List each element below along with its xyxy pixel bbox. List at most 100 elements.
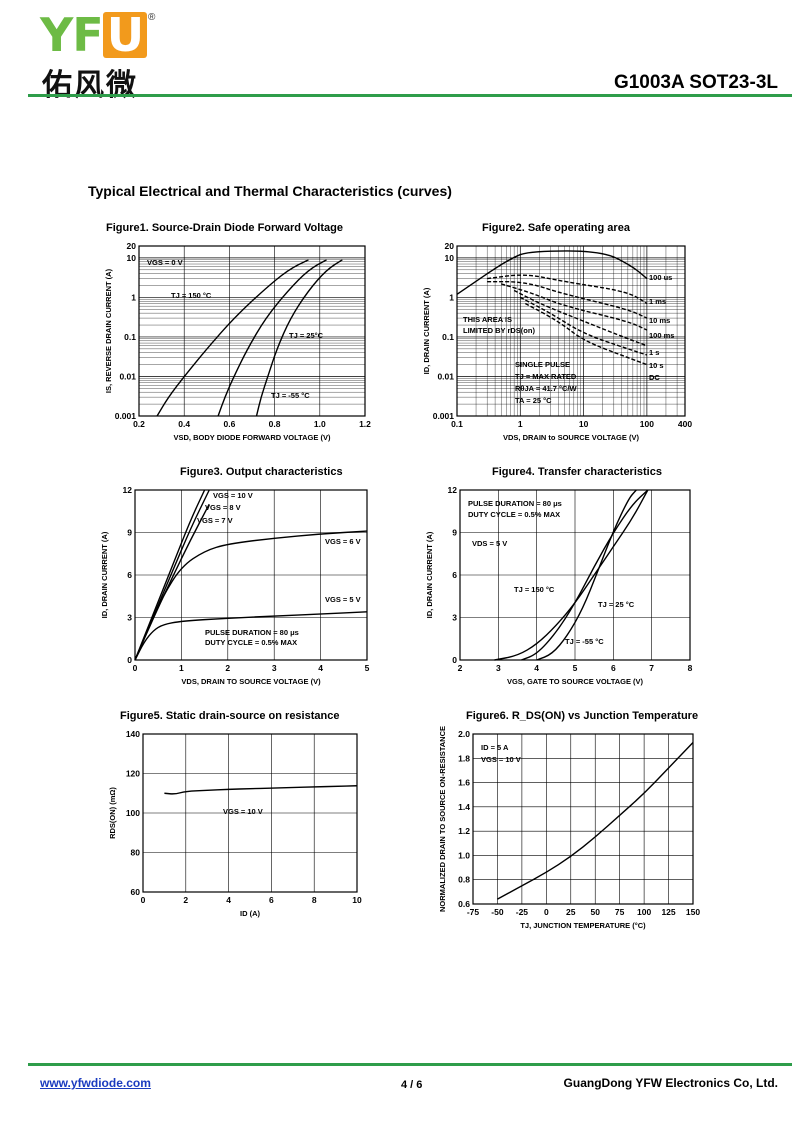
x-tick-label: 6 [269, 895, 274, 905]
page-number: 4 / 6 [401, 1079, 423, 1091]
y-tick-label: 20 [127, 241, 137, 251]
plot-frame [456, 245, 686, 417]
annotation: LIMITED BY rDS(on) [463, 326, 535, 335]
y-axis-label: ID, DRAIN CURRENT (A) [425, 531, 434, 618]
y-tick-label: 10 [445, 253, 455, 263]
fig4-title: Figure4. Transfer characteristics [492, 466, 662, 478]
x-tick-label: 6 [611, 663, 616, 673]
series-line-t-j-55-c [255, 259, 343, 417]
x-tick-label: 2 [458, 663, 463, 673]
x-tick-label: 0 [544, 907, 549, 917]
website-link[interactable]: www.yfwdiode.com [40, 1076, 151, 1090]
plot-frame [142, 733, 358, 893]
annotation: RθJA = 41.7 °C/W [515, 384, 578, 393]
x-tick-label: 1.0 [314, 419, 326, 429]
x-tick-label: -75 [467, 907, 480, 917]
x-tick-label: 75 [615, 907, 625, 917]
y-tick-label: 0.01 [437, 371, 454, 381]
x-tick-label: 1 [179, 663, 184, 673]
series-line-100-us [456, 250, 648, 295]
x-axis-label: TJ, JUNCTION TEMPERATURE (°C) [520, 921, 646, 930]
y-tick-label: 6 [452, 570, 457, 580]
y-tick-label: 0.8 [458, 875, 470, 885]
annotation: ID = 5 A [481, 743, 509, 752]
x-tick-label: 10 [352, 895, 362, 905]
y-axis-label: RDS(ON) (mΩ) [108, 787, 117, 839]
plot-frame [134, 489, 368, 661]
annotation: VGS = 10 V [223, 807, 263, 816]
series-label: 1 ms [649, 297, 666, 306]
annotation: DUTY CYCLE = 0.5% MAX [205, 638, 297, 647]
series-label: 100 us [649, 273, 672, 282]
fig6-chart: -75 -50 -25 0 25 50 75 100 125 150 0.6 0.8 1.0 1.2 1.4… [438, 726, 700, 930]
y-axis-label: NORMALIZED DRAIN TO SOURCE ON-RESISTANCE [438, 726, 447, 912]
x-tick-label: 4 [226, 895, 231, 905]
header-rule [28, 94, 792, 97]
x-tick-label: 0.2 [133, 419, 145, 429]
x-tick-label: 8 [688, 663, 693, 673]
x-tick-label: 7 [649, 663, 654, 673]
x-tick-label: 1 [518, 419, 523, 429]
plot-frame [138, 245, 366, 417]
annotation: THIS AREA IS [463, 315, 512, 324]
plot-frame [459, 489, 691, 661]
series-label: DC [649, 373, 660, 382]
x-axis-label: VDS, DRAIN to SOURCE VOLTAGE (V) [503, 433, 639, 442]
series-line-1-s [513, 289, 648, 347]
x-tick-label: 400 [678, 419, 692, 429]
footer-rule [28, 1063, 792, 1066]
logo-box-letter: U [102, 12, 148, 58]
y-tick-label: 10 [127, 253, 137, 263]
part-number: G1003A SOT23-3L [613, 72, 778, 93]
annotation: VDS = 5 V [472, 539, 507, 548]
x-tick-label: 25 [566, 907, 576, 917]
x-tick-label: 0 [133, 663, 138, 673]
y-tick-label: 1.8 [458, 753, 470, 763]
x-tick-label: 125 [661, 907, 675, 917]
fig4-chart: 2 3 4 5 6 7 8 0 3 6 9 12 VGS, GATE TO SOURCE VOLTAGE… [425, 485, 693, 686]
series-line-v-gs-10-v [164, 785, 358, 795]
x-tick-label: 3 [496, 663, 501, 673]
y-tick-label: 1 [449, 292, 454, 302]
y-tick-label: 0 [127, 655, 132, 665]
plot-frame [472, 733, 694, 905]
x-tick-label: 0.4 [178, 419, 190, 429]
series-label: TJ = 150 °C [514, 585, 555, 594]
y-tick-label: 0.001 [115, 411, 137, 421]
fig5-title: Figure5. Static drain-source on resistan… [120, 710, 340, 722]
x-tick-label: 5 [573, 663, 578, 673]
annotation: VGS = 10 V [481, 755, 521, 764]
logo: YFU ® 佑风微 [40, 12, 170, 103]
logo-letters: YF [40, 8, 104, 62]
x-tick-label: 50 [590, 907, 600, 917]
section-title: Typical Electrical and Thermal Character… [88, 183, 452, 199]
y-tick-label: 1 [131, 292, 136, 302]
series-label: 100 ms [649, 331, 674, 340]
x-tick-label: -50 [491, 907, 504, 917]
x-tick-label: 10 [579, 419, 589, 429]
x-tick-label: 100 [640, 419, 654, 429]
series-label: 10 s [649, 361, 664, 370]
x-axis-label: ID (A) [240, 909, 260, 918]
y-tick-label: 20 [445, 241, 455, 251]
series-label: VGS = 5 V [325, 595, 361, 604]
logo-chinese: 佑风微 [42, 68, 138, 103]
annotation: PULSE DURATION = 80 μs [468, 499, 562, 508]
y-axis-label: IS, REVERSE DRAIN CURRENT (A) [104, 268, 113, 393]
series-line-100-ms [501, 283, 648, 331]
x-tick-label: 0.6 [223, 419, 235, 429]
fig6-title: Figure6. R_DS(ON) vs Junction Temperatur… [466, 710, 699, 722]
series-line-t-j-150-c [156, 259, 309, 417]
series-label: 1 s [649, 348, 659, 357]
x-tick-label: 100 [637, 907, 651, 917]
series-line-t-j-150-c [494, 489, 649, 661]
series-line-10-s [519, 296, 648, 356]
series-label: TJ = 25 °C [598, 600, 635, 609]
annotation: PULSE DURATION = 80 μs [205, 628, 299, 637]
x-tick-label: 0.1 [451, 419, 463, 429]
fig2-chart: 0.1 1 10 100 400 0.001 0.01 0.1 1 10 20 VDS, DRAIN … [422, 241, 692, 442]
registered-mark: ® [148, 12, 156, 23]
annotation: DUTY CYCLE = 0.5% MAX [468, 510, 560, 519]
y-tick-label: 0.6 [458, 899, 470, 909]
